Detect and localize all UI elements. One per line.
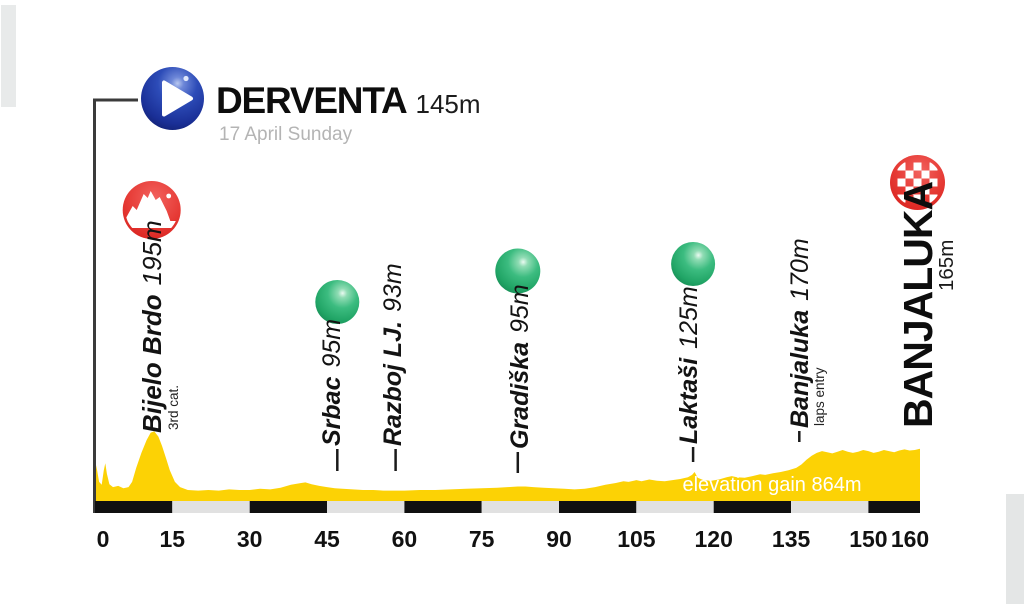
distance-bar-segment — [172, 501, 250, 513]
waypoint-elevation: 93m — [379, 263, 407, 312]
axis-tick-label: 90 — [546, 526, 572, 552]
axis-tick-label: 150 — [849, 526, 887, 552]
sprint-dot — [495, 248, 541, 294]
waypoint-elevation: 95m — [318, 318, 346, 368]
distance-bar-segment — [713, 501, 791, 513]
waypoint-label: Bijelo Brdo 195m — [137, 220, 167, 433]
elevation-gain-label: elevation gain 864m — [682, 474, 862, 496]
waypoint-label: Gradiška 95m — [506, 284, 534, 449]
waypoint-name: Banjaluka — [786, 309, 814, 428]
mountain-icon — [125, 191, 179, 228]
start-line — [93, 98, 138, 513]
axis-tick-label: 15 — [160, 526, 186, 552]
finish-icon — [890, 155, 945, 210]
start-ball-highlight — [183, 75, 189, 82]
start-town-name: DERVENTA — [216, 80, 408, 121]
waypoint-label: Laktaši 125m — [675, 286, 703, 444]
waypoint-name: Laktaši — [675, 357, 703, 444]
waypoint-name: Razboj LJ. — [379, 320, 407, 446]
axis-tick-label: 60 — [392, 526, 418, 552]
sprint-dot — [671, 242, 716, 286]
stage-header: DERVENTA 145m — [216, 80, 481, 122]
distance-bar-segment — [95, 501, 173, 513]
waypoint-elevation: 195m — [137, 220, 167, 286]
finish-town-name: BANJALUKA — [895, 181, 941, 428]
finish-elevation: 165m — [935, 239, 958, 291]
waypoint-elevation: 170m — [786, 238, 814, 301]
checkered-flag-icon — [897, 162, 938, 203]
waypoint-label: Srbac 95m — [318, 319, 346, 446]
waypoint-name: Srbac — [318, 376, 346, 446]
start-elevation: 145m — [415, 89, 481, 119]
distance-bar-segment — [404, 501, 482, 513]
distance-bar-segment — [327, 501, 405, 513]
distance-bar-segment — [249, 501, 327, 513]
waypoint-name: Bijelo Brdo — [137, 294, 167, 433]
axis-tick-label: 45 — [314, 526, 340, 552]
stage-date: 17 April Sunday — [219, 124, 353, 145]
axis-tick-label: 105 — [617, 526, 656, 552]
sprint-dot — [315, 280, 360, 324]
waypoint-sublabel: 3rd cat. — [166, 384, 181, 430]
distance-bar-segment — [636, 501, 714, 513]
axis-tick-label: 160 — [891, 526, 929, 552]
play-triangle-icon — [162, 80, 193, 117]
waypoint-name: Gradiška — [506, 341, 534, 449]
axis-tick-label: 75 — [469, 526, 495, 552]
waypoint-label: Banjaluka 170m — [786, 238, 814, 428]
axis-tick-label: 120 — [695, 526, 733, 552]
waypoint-elevation: 95m — [506, 284, 534, 333]
distance-bar-segment — [791, 501, 869, 513]
axis-tick-label: 135 — [772, 526, 811, 552]
waypoint-sublabel: laps entry — [812, 367, 827, 426]
decorative-bar-left — [1, 5, 16, 107]
axis-tick-label: 0 — [97, 526, 110, 552]
decorative-bar-right — [1006, 494, 1024, 604]
distance-bar-segment — [559, 501, 637, 513]
climb-icon — [122, 181, 181, 239]
waypoint-elevation: 125m — [675, 286, 703, 349]
profile-area — [95, 431, 920, 501]
axis-tick-label: 30 — [237, 526, 263, 552]
waypoint-label: Razboj LJ. 93m — [379, 263, 407, 446]
distance-bar-segment — [481, 501, 559, 513]
distance-bar-segment — [868, 501, 920, 513]
start-icon — [141, 67, 204, 130]
